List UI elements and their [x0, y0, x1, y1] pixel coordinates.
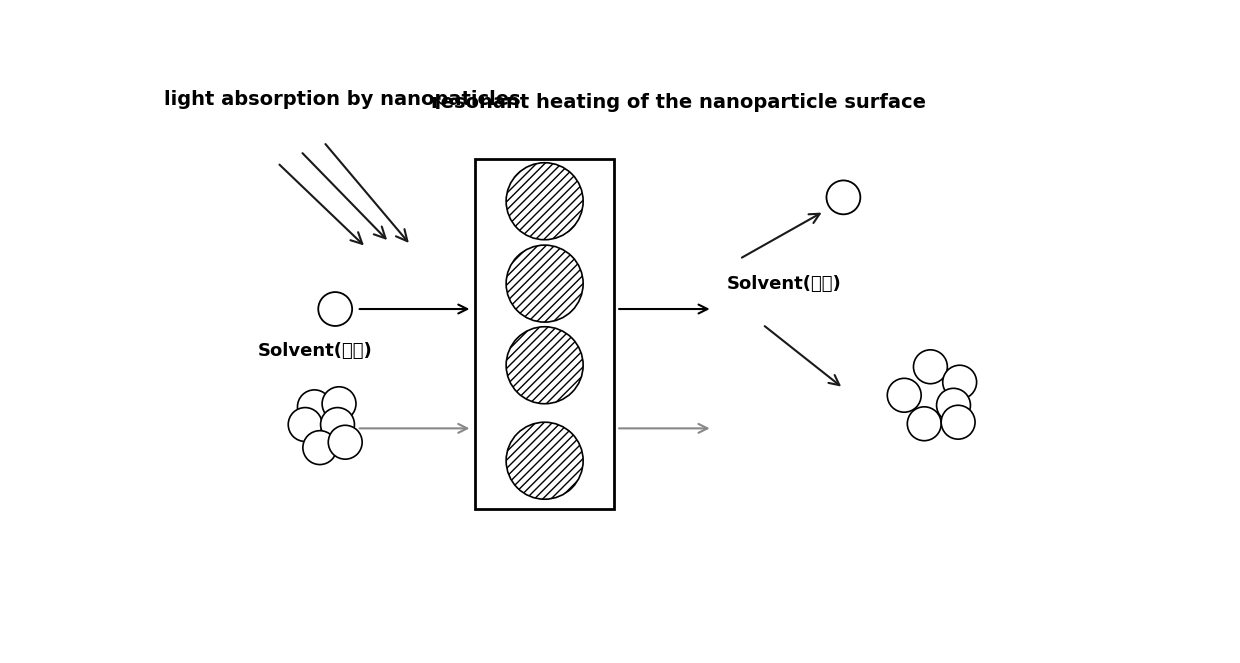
Circle shape [506, 422, 583, 499]
Text: light absorption by nanopaticles: light absorption by nanopaticles [164, 90, 521, 109]
Text: Solvent(气态): Solvent(气态) [727, 274, 841, 292]
Circle shape [936, 389, 971, 422]
Circle shape [298, 390, 331, 424]
Circle shape [914, 350, 947, 384]
Circle shape [288, 408, 322, 442]
Circle shape [319, 292, 352, 326]
Circle shape [303, 431, 337, 465]
Circle shape [321, 408, 355, 442]
Circle shape [888, 379, 921, 412]
Circle shape [506, 162, 583, 240]
Circle shape [329, 425, 362, 459]
Circle shape [941, 405, 975, 439]
Bar [475, 159, 614, 509]
Text: resonant heating of the nanoparticle surface: resonant heating of the nanoparticle sur… [432, 93, 926, 113]
Circle shape [942, 365, 977, 399]
Text: Solvent(液态): Solvent(液态) [258, 342, 373, 361]
Circle shape [322, 387, 356, 420]
Circle shape [506, 327, 583, 404]
Circle shape [908, 407, 941, 441]
Circle shape [826, 180, 861, 214]
Circle shape [506, 245, 583, 322]
